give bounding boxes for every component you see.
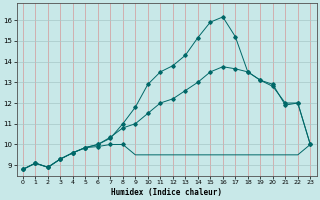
X-axis label: Humidex (Indice chaleur): Humidex (Indice chaleur) bbox=[111, 188, 222, 197]
